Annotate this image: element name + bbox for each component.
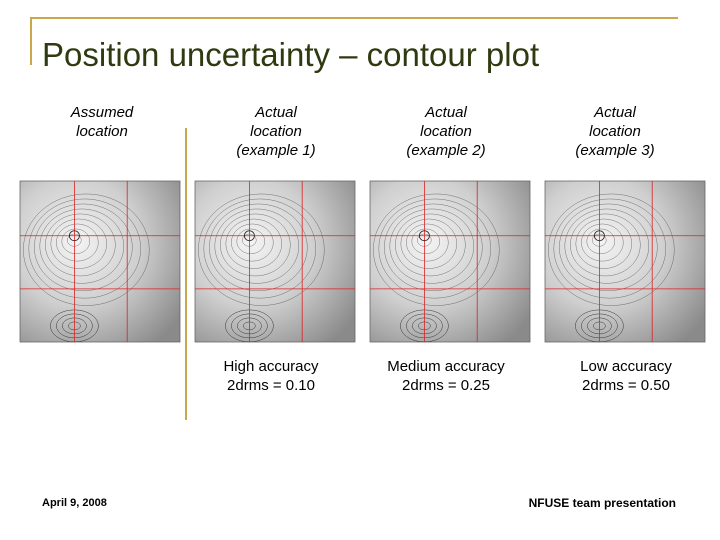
title: Position uncertainty – contour plot — [42, 36, 539, 73]
column-label: Actual — [593, 104, 636, 121]
contour-line — [61, 228, 91, 255]
caption: Medium accuracy — [387, 358, 505, 375]
contour-line — [553, 198, 667, 299]
contour-background — [544, 180, 706, 343]
contour-line — [56, 223, 99, 262]
location-marker — [243, 230, 255, 242]
contour-line — [50, 218, 108, 269]
column-label: (example 1) — [236, 142, 315, 159]
contour-line — [236, 228, 266, 255]
footer-date: April 9, 2008 — [42, 497, 107, 509]
contour-line — [564, 208, 650, 284]
location-marker — [418, 230, 430, 242]
column-label: Actual — [424, 104, 467, 121]
contour-line — [581, 223, 624, 262]
column-label: Assumed — [70, 104, 134, 121]
column-label: Actual — [254, 104, 297, 121]
contour-line — [389, 208, 475, 284]
contour-line — [231, 223, 274, 262]
contour-background — [19, 180, 181, 343]
column-label: location — [250, 123, 302, 140]
contour-background — [369, 180, 531, 343]
column-label: location — [589, 123, 641, 140]
location-marker — [69, 230, 80, 242]
column-label: location — [420, 123, 472, 140]
contour-line — [214, 208, 300, 284]
contour-line — [411, 228, 441, 255]
contour-line — [23, 193, 150, 306]
caption: 2drms = 0.10 — [227, 377, 315, 394]
contour-background — [194, 180, 356, 343]
contour-line — [209, 203, 308, 292]
caption: 2drms = 0.50 — [582, 377, 670, 394]
contour-line — [559, 203, 658, 292]
caption: 2drms = 0.25 — [402, 377, 490, 394]
contour-line — [203, 198, 317, 299]
contour-line — [575, 218, 633, 269]
contour-line — [570, 213, 641, 277]
contour-line — [220, 213, 291, 277]
contour-line — [225, 218, 283, 269]
contour-line — [198, 193, 325, 306]
contour-line — [373, 193, 500, 306]
contour-line — [384, 203, 483, 292]
column-label: location — [76, 123, 128, 140]
contour-line — [45, 213, 116, 277]
column-label: (example 3) — [575, 142, 654, 159]
contour-line — [395, 213, 466, 277]
location-marker — [594, 230, 605, 242]
contour-line — [548, 193, 675, 306]
contour-line — [28, 198, 142, 299]
caption: Low accuracy — [580, 358, 672, 375]
caption: High accuracy — [223, 358, 319, 375]
contour-line — [406, 223, 449, 262]
contour-line — [400, 218, 458, 269]
footer-text: NFUSE team presentation — [529, 496, 676, 510]
contour-line — [34, 203, 133, 292]
contour-line — [586, 228, 616, 255]
contour-line — [378, 198, 492, 299]
column-label: (example 2) — [406, 142, 485, 159]
contour-line — [39, 208, 125, 284]
